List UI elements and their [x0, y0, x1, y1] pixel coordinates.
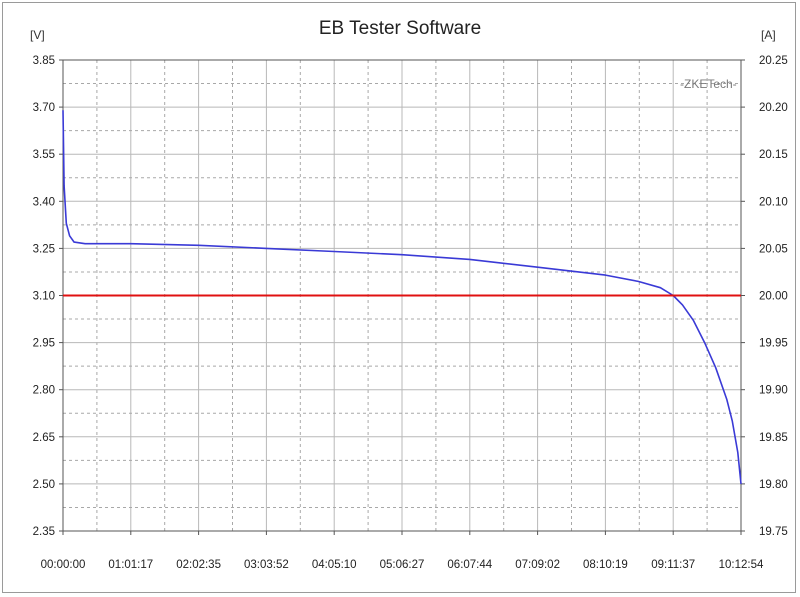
right-tick-label: 20.05 — [759, 243, 788, 255]
x-tick-label: 03:03:52 — [244, 559, 289, 571]
right-tick-label: 20.00 — [759, 291, 788, 303]
x-tick-label: 06:07:44 — [447, 559, 492, 571]
right-tick-label: 20.25 — [759, 55, 788, 67]
right-tick-label: 19.75 — [759, 526, 788, 538]
right-tick-label: 19.85 — [759, 432, 788, 444]
x-tick-label: 05:06:27 — [380, 559, 425, 571]
left-tick-label: 3.25 — [33, 243, 55, 255]
x-tick-label: 04:05:10 — [312, 559, 357, 571]
left-tick-label: 2.80 — [33, 385, 55, 397]
left-tick-label: 2.95 — [33, 338, 55, 350]
left-tick-label: 3.10 — [33, 291, 55, 303]
right-tick-label: 19.80 — [759, 479, 788, 491]
x-tick-label: 02:02:35 — [176, 559, 221, 571]
left-tick-label: 2.65 — [33, 432, 55, 444]
left-axis-unit: [V] — [30, 28, 45, 42]
x-tick-label: 09:11:37 — [651, 559, 695, 571]
x-tick-label: 08:10:19 — [583, 559, 628, 571]
right-tick-label: 19.90 — [759, 385, 788, 397]
left-tick-label: 2.50 — [33, 479, 55, 491]
left-tick-label: 3.85 — [33, 55, 55, 67]
right-tick-label: 20.15 — [759, 149, 788, 161]
right-tick-label: 20.10 — [759, 196, 788, 208]
right-axis-unit: [A] — [761, 28, 776, 42]
left-tick-label: 3.55 — [33, 149, 55, 161]
chart-title: EB Tester Software — [318, 18, 482, 39]
voltage-series-line — [62, 110, 742, 484]
right-tick-label: 19.95 — [759, 338, 788, 350]
left-tick-label: 3.70 — [33, 102, 55, 114]
left-tick-label: 2.35 — [33, 526, 55, 538]
right-tick-label: 20.20 — [759, 102, 788, 114]
x-tick-label: 07:09:02 — [515, 559, 560, 571]
left-tick-label: 3.40 — [33, 196, 55, 208]
x-tick-label: 00:00:00 — [41, 559, 86, 571]
watermark-text: -ZKETech- — [680, 77, 737, 91]
x-tick-label: 01:01:17 — [108, 559, 153, 571]
x-tick-label: 10:12:54 — [719, 559, 764, 571]
